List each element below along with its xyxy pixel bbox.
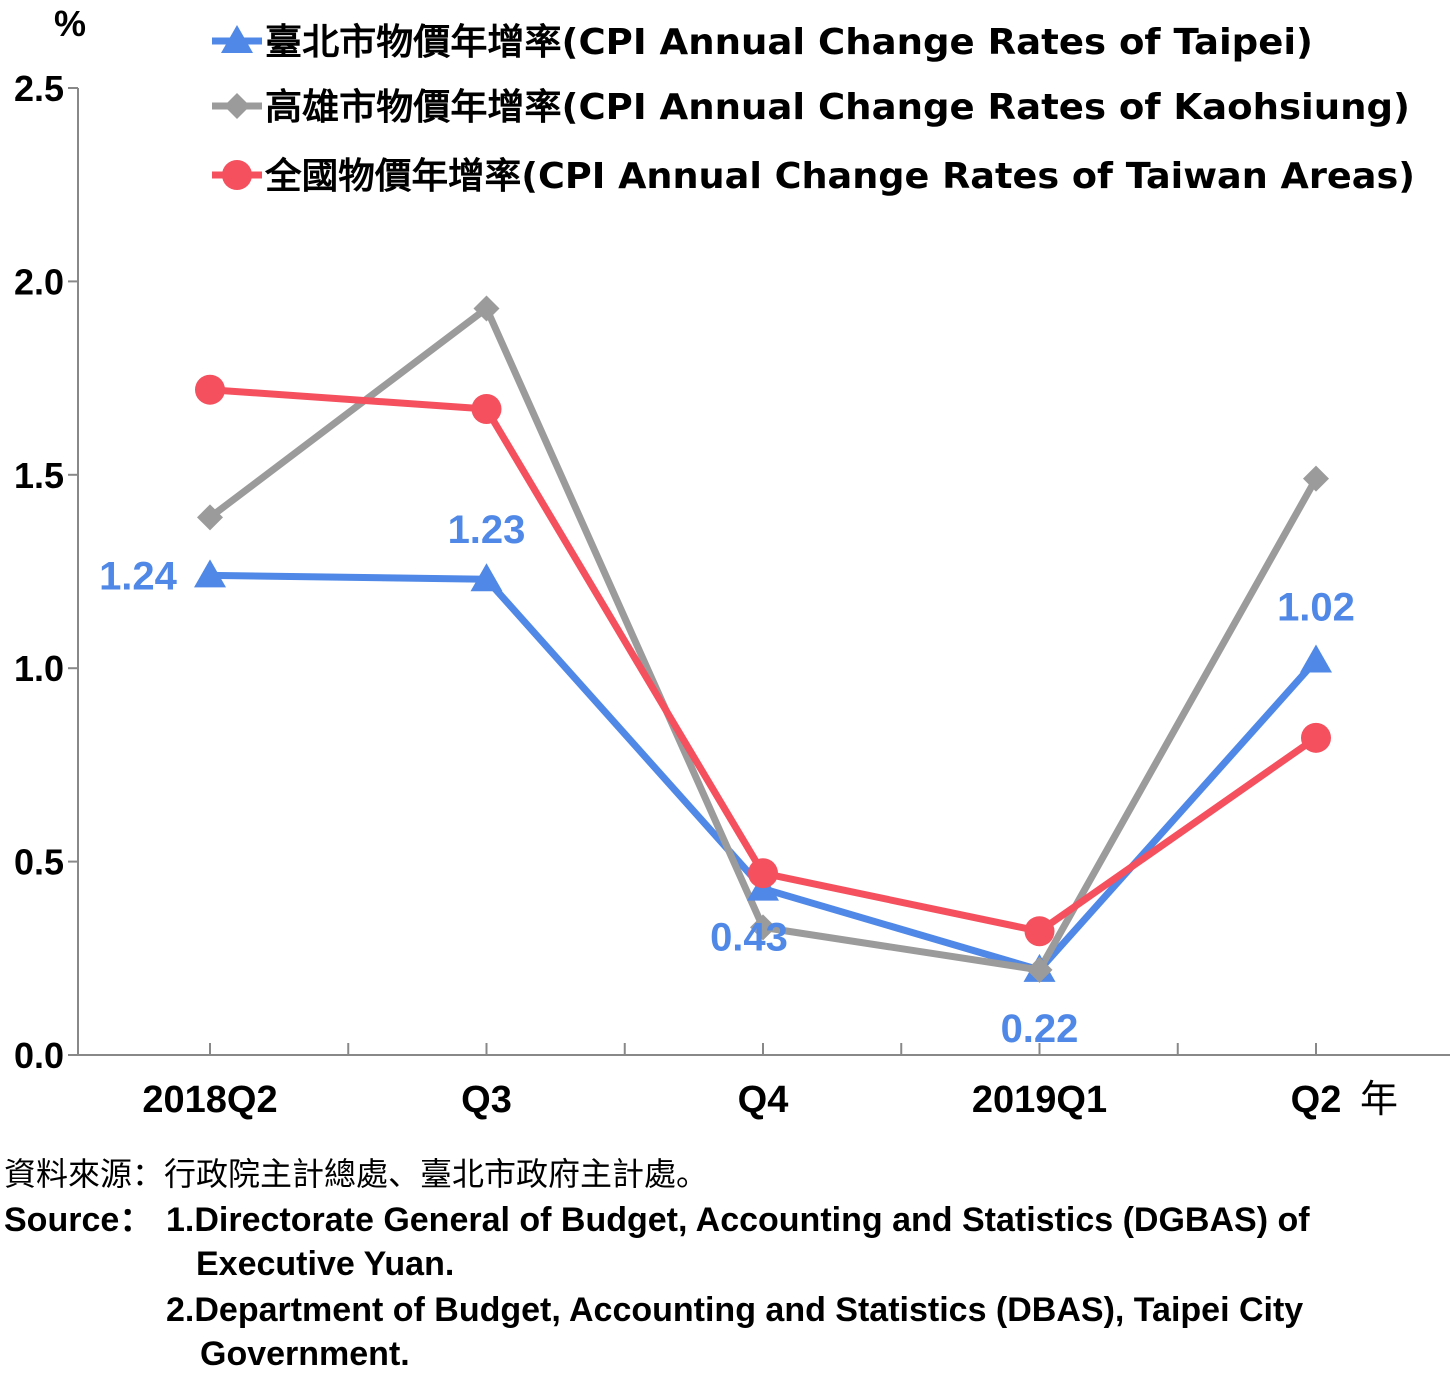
legend-item-taiwan-areas[interactable]: 全國物價年增率(CPI Annual Change Rates of Taiwa… <box>212 155 1415 197</box>
legend-item-taipei[interactable]: 臺北市物價年增率(CPI Annual Change Rates of Taip… <box>212 22 1313 63</box>
x-tick-label: Q2 <box>1291 1079 1342 1121</box>
legend-label: 高雄市物價年增率(CPI Annual Change Rates of Kaoh… <box>265 87 1410 128</box>
source-line-1: 1.Directorate General of Budget, Account… <box>166 1201 1310 1239</box>
data-label-taipei: 1.02 <box>1277 585 1355 629</box>
data-point-taipei <box>194 559 226 588</box>
y-tick-label: 1.5 <box>14 455 64 496</box>
data-point-taiwan-areas <box>748 858 778 889</box>
x-tick-label: 2018Q2 <box>142 1079 277 1121</box>
series-line-taiwan-areas <box>209 386 1319 935</box>
data-point-taipei <box>1300 644 1332 673</box>
x-axis-unit: 年 <box>1360 1077 1398 1121</box>
data-label-taipei: 1.23 <box>448 508 526 552</box>
x-tick-label: Q3 <box>461 1079 512 1121</box>
legend-marker-kaohsiung <box>224 93 250 119</box>
legend-marker-taiwan-areas <box>222 160 252 190</box>
cpi-line-chart: 0.0 0.5 1.0 1.5 2.0 2.5% 2018Q2 Q3 Q4 2019Q1 Q2 年 1… <box>14 3 1450 1121</box>
legend-marker-taipei <box>221 25 253 53</box>
y-tick-label: 2.5 <box>14 68 64 109</box>
source-chinese: 資料來源：行政院主計總處、臺北市政府主計處。 <box>4 1155 709 1193</box>
source-line-1-cont: Executive Yuan. <box>196 1245 455 1283</box>
data-point-taiwan-areas <box>471 394 502 425</box>
source-label: Source： <box>4 1201 154 1239</box>
y-tick-label: 1.0 <box>14 648 64 689</box>
y-tick-label: 2.0 <box>14 261 64 302</box>
data-point-kaohsiung <box>197 504 223 531</box>
data-label-taipei: 0.22 <box>1001 1007 1079 1051</box>
y-tick-label: 0.0 <box>14 1035 64 1076</box>
y-tick-label: 0.5 <box>14 842 64 883</box>
legend-label: 臺北市物價年增率(CPI Annual Change Rates of Taip… <box>265 22 1313 63</box>
x-tick-label: 2019Q1 <box>972 1079 1107 1121</box>
axes: 0.0 0.5 1.0 1.5 2.0 2.5% 2018Q2 Q3 Q4 2019Q1 Q2 年 <box>14 3 1450 1121</box>
data-labels: 1.24 1.23 0.43 0.22 1.02 <box>99 508 1355 1051</box>
data-point-kaohsiung <box>750 914 776 941</box>
legend-label: 全國物價年增率(CPI Annual Change Rates of Taiwa… <box>264 155 1415 197</box>
data-point-taiwan-areas <box>1024 916 1055 947</box>
data-label-taipei: 1.24 <box>99 554 178 598</box>
legend-item-kaohsiung[interactable]: 高雄市物價年增率(CPI Annual Change Rates of Kaoh… <box>212 87 1410 128</box>
source-line-2: 2.Department of Budget, Accounting and S… <box>166 1291 1304 1329</box>
data-point-taiwan-areas <box>1301 722 1331 753</box>
series-markers <box>194 295 1332 983</box>
data-point-kaohsiung <box>473 295 500 322</box>
y-axis-label: % <box>54 3 86 44</box>
data-label-taipei: 0.43 <box>710 916 788 960</box>
data-point-kaohsiung <box>1303 465 1329 492</box>
data-point-taipei <box>470 563 503 592</box>
x-tick-label: Q4 <box>738 1079 789 1121</box>
data-point-kaohsiung <box>1026 956 1053 983</box>
data-point-taiwan-areas <box>195 374 225 405</box>
source-line-2-cont: Government. <box>200 1335 410 1373</box>
legend[interactable]: 臺北市物價年增率(CPI Annual Change Rates of Taip… <box>212 22 1415 197</box>
